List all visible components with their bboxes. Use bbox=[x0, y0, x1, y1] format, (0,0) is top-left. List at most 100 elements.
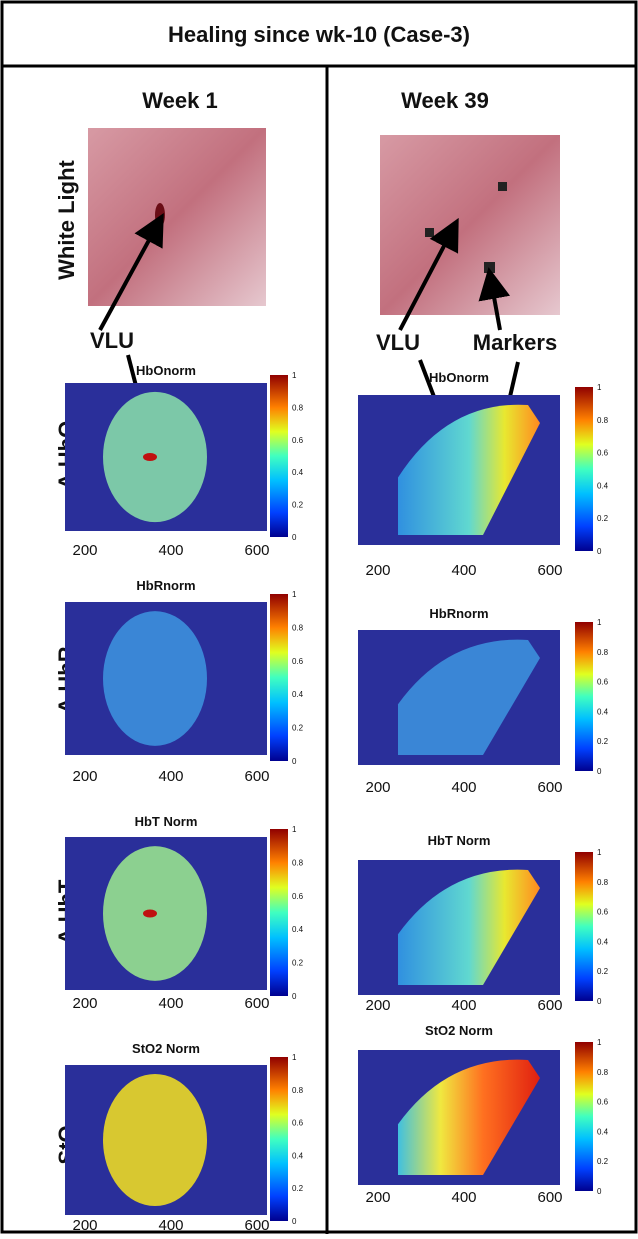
colorbar bbox=[575, 622, 593, 771]
colorbar-tick: 1 bbox=[292, 371, 297, 380]
colorbar-tick: 0.2 bbox=[597, 514, 609, 523]
x-tick-label: 600 bbox=[537, 1189, 562, 1206]
colorbar-tick: 0 bbox=[597, 547, 602, 556]
marker bbox=[484, 262, 495, 273]
x-tick-label: 400 bbox=[158, 542, 183, 559]
x-tick-label: 400 bbox=[451, 1189, 476, 1206]
arrow bbox=[398, 217, 459, 331]
x-tick-label: 600 bbox=[244, 995, 269, 1012]
colorbar-tick: 0.8 bbox=[292, 858, 304, 867]
colorbar-tick: 1 bbox=[292, 1053, 297, 1062]
x-tick-label: 400 bbox=[451, 997, 476, 1014]
marker bbox=[498, 182, 507, 191]
colorbar-tick: 0.8 bbox=[292, 623, 304, 632]
map-title: HbRnorm bbox=[429, 606, 488, 621]
map-title: StO2 Norm bbox=[132, 1041, 200, 1056]
colorbar-tick: 0.6 bbox=[292, 892, 304, 901]
colorbar-tick: 0.6 bbox=[292, 657, 304, 666]
colorbar-tick: 0.2 bbox=[292, 724, 304, 733]
colorbar-tick: 0.6 bbox=[292, 1119, 304, 1128]
x-tick-label: 400 bbox=[158, 1217, 183, 1234]
colorbar-tick: 0.2 bbox=[597, 737, 609, 746]
tissue bbox=[398, 869, 540, 985]
colorbar-tick: 0 bbox=[292, 992, 297, 1001]
colorbar-tick: 1 bbox=[597, 1038, 602, 1047]
arrow bbox=[98, 212, 164, 331]
colorbar bbox=[270, 375, 288, 537]
x-tick-label: 200 bbox=[365, 997, 390, 1014]
tissue bbox=[103, 1074, 207, 1206]
colorbar bbox=[575, 1042, 593, 1191]
annotation: VLU bbox=[90, 328, 134, 353]
colorbar-tick: 0.8 bbox=[597, 416, 609, 425]
x-tick-label: 400 bbox=[158, 768, 183, 785]
colorbar-tick: 0 bbox=[292, 757, 297, 766]
hotspot bbox=[143, 453, 157, 461]
colorbar-tick: 0.4 bbox=[292, 1151, 304, 1160]
row-label: White Light bbox=[54, 159, 79, 279]
colorbar-tick: 0.4 bbox=[597, 937, 609, 946]
colorbar-tick: 0 bbox=[292, 533, 297, 542]
colorbar-tick: 0.2 bbox=[597, 967, 609, 976]
colorbar-tick: 1 bbox=[292, 590, 297, 599]
colorbar bbox=[575, 387, 593, 551]
x-tick-label: 200 bbox=[72, 995, 97, 1012]
x-tick-label: 200 bbox=[72, 768, 97, 785]
tissue bbox=[398, 404, 540, 535]
hotspot bbox=[143, 909, 157, 918]
colorbar-tick: 0.8 bbox=[597, 648, 609, 657]
colorbar-tick: 0.6 bbox=[292, 436, 304, 445]
colorbar bbox=[270, 594, 288, 761]
tissue bbox=[398, 1059, 540, 1175]
tissue bbox=[103, 611, 207, 746]
title: Healing since wk-10 (Case-3) bbox=[168, 22, 470, 47]
annotation: Markers bbox=[473, 330, 557, 355]
colorbar-tick: 1 bbox=[597, 848, 602, 857]
colorbar-tick: 0.6 bbox=[597, 678, 609, 687]
x-tick-label: 200 bbox=[72, 542, 97, 559]
colorbar-tick: 0 bbox=[292, 1217, 297, 1226]
colorbar-tick: 0.8 bbox=[292, 403, 304, 412]
colorbar-tick: 0.2 bbox=[292, 501, 304, 510]
map-title: HbRnorm bbox=[136, 578, 195, 593]
column-heading: Week 39 bbox=[401, 88, 489, 113]
photo bbox=[88, 128, 266, 306]
annotation: VLU bbox=[376, 330, 420, 355]
colorbar bbox=[270, 1057, 288, 1221]
colorbar-tick: 0.2 bbox=[597, 1157, 609, 1166]
colorbar-tick: 0.8 bbox=[597, 878, 609, 887]
colorbar-tick: 1 bbox=[292, 825, 297, 834]
map-title: HbT Norm bbox=[428, 833, 491, 848]
x-tick-label: 600 bbox=[244, 542, 269, 559]
colorbar-tick: 0 bbox=[597, 997, 602, 1006]
marker bbox=[425, 228, 434, 237]
colorbar-tick: 0.8 bbox=[292, 1086, 304, 1095]
colorbar bbox=[575, 852, 593, 1001]
x-tick-label: 600 bbox=[244, 768, 269, 785]
colorbar-tick: 0.6 bbox=[597, 1098, 609, 1107]
map-title: HbOnorm bbox=[136, 363, 196, 378]
colorbar-tick: 0.6 bbox=[597, 908, 609, 917]
colorbar-tick: 0.2 bbox=[292, 959, 304, 968]
x-tick-label: 600 bbox=[537, 997, 562, 1014]
colorbar-tick: 0.6 bbox=[597, 449, 609, 458]
colorbar bbox=[270, 829, 288, 996]
colorbar-tick: 0.2 bbox=[292, 1184, 304, 1193]
column-heading: Week 1 bbox=[142, 88, 217, 113]
arrow bbox=[478, 267, 511, 331]
colorbar-tick: 0.4 bbox=[597, 707, 609, 716]
colorbar-tick: 0.4 bbox=[292, 468, 304, 477]
map-title: HbOnorm bbox=[429, 370, 489, 385]
x-tick-label: 200 bbox=[365, 779, 390, 796]
colorbar-tick: 1 bbox=[597, 618, 602, 627]
colorbar-tick: 1 bbox=[597, 383, 602, 392]
x-tick-label: 400 bbox=[451, 562, 476, 579]
x-tick-label: 200 bbox=[365, 1189, 390, 1206]
x-tick-label: 400 bbox=[158, 995, 183, 1012]
colorbar-tick: 0 bbox=[597, 767, 602, 776]
colorbar-tick: 0.8 bbox=[597, 1068, 609, 1077]
x-tick-label: 600 bbox=[244, 1217, 269, 1234]
map-title: HbT Norm bbox=[135, 814, 198, 829]
